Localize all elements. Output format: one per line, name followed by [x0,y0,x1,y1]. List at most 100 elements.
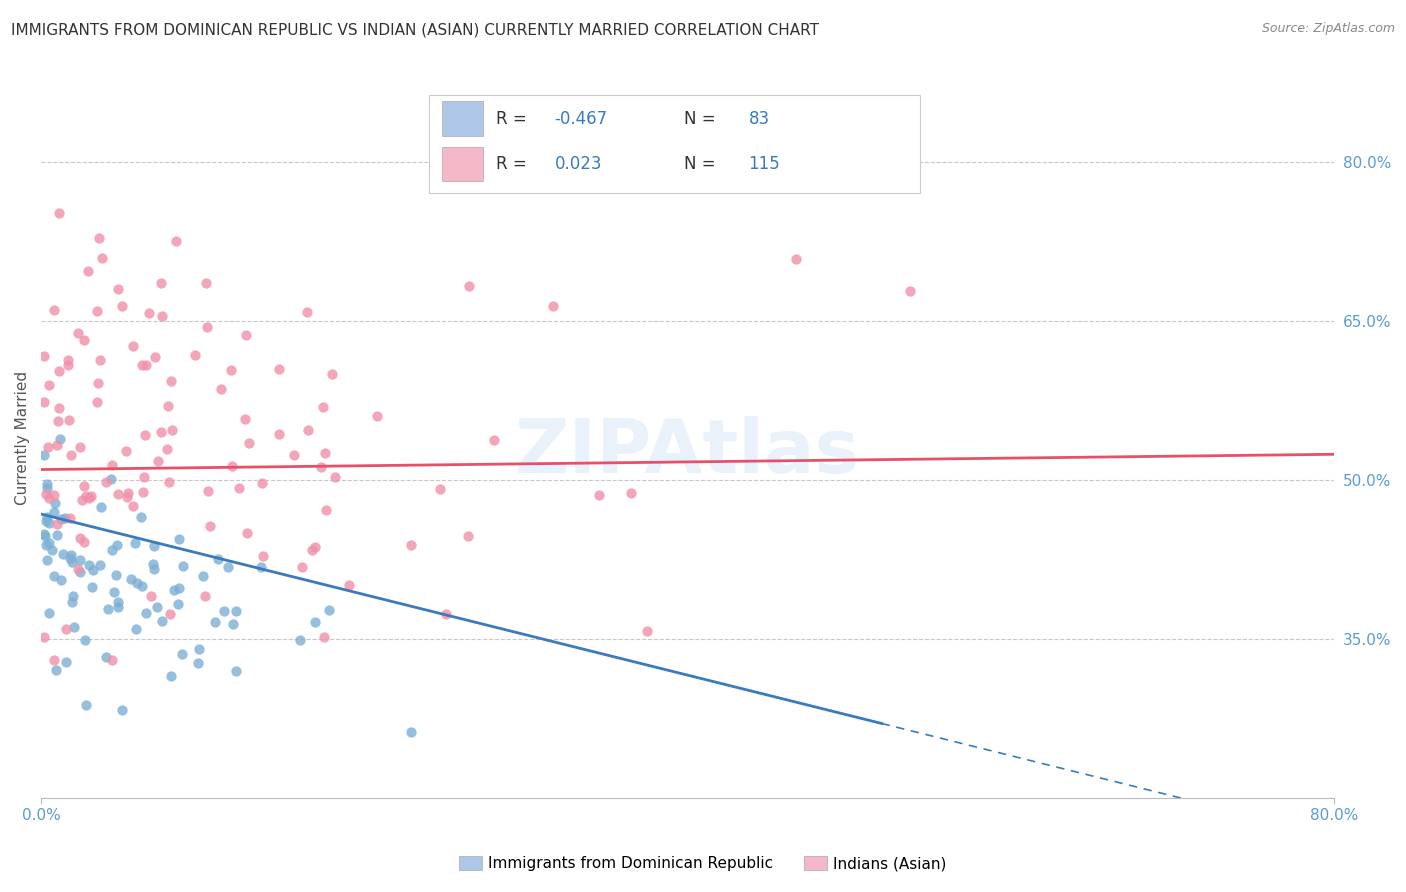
Text: N =: N = [683,110,716,128]
Point [38,377,60,392]
Point [122,499,145,513]
Point [45,528,67,542]
Point [169,532,191,546]
Point [148,454,170,468]
Point [52,547,75,561]
Point [225,604,247,618]
Point [56,358,79,372]
Point [37,509,59,524]
Point [482,434,505,448]
Point [145,599,167,614]
Point [79,558,101,573]
Point [58,551,80,566]
Point [304,540,326,554]
Point [898,284,921,298]
Point [125,575,148,590]
Point [233,412,256,426]
Text: ZIPAtlas: ZIPAtlas [515,416,860,489]
Point [60,555,83,569]
Legend: Immigrants from Dominican Republic, Indians (Asian): Immigrants from Dominican Republic, Indi… [453,850,953,877]
Point [46,438,69,452]
Point [138,306,160,320]
Point [63,620,86,634]
Point [107,599,129,614]
Point [315,502,337,516]
Point [45,664,67,678]
Point [124,536,146,550]
Point [38,516,60,530]
Point [34,349,56,363]
Text: 0.023: 0.023 [554,155,602,173]
Point [434,607,457,621]
Point [198,519,221,533]
Point [107,282,129,296]
Point [283,448,305,462]
Point [159,607,181,621]
Point [366,409,388,423]
Point [69,552,91,566]
Point [42,488,65,502]
Point [42,569,65,583]
Point [75,698,97,712]
Text: 83: 83 [748,110,769,128]
Point [38,535,60,549]
Point [188,642,211,657]
Point [160,374,183,388]
Point [295,305,318,319]
Point [62,589,84,603]
Point [86,395,108,409]
Point [163,582,186,597]
Point [37,440,59,454]
Point [97,601,120,615]
Point [34,529,56,543]
Point [141,589,163,603]
Point [194,589,217,603]
Point [34,527,56,541]
Point [82,564,104,578]
Point [35,514,58,528]
Point [457,529,479,543]
Point [195,320,218,334]
Point [312,401,335,415]
Point [55,655,77,669]
Point [142,561,165,575]
Point [129,510,152,524]
Point [46,517,69,532]
Point [131,579,153,593]
Point [100,472,122,486]
Point [96,650,118,665]
Point [166,597,188,611]
Point [44,653,66,667]
Point [35,476,58,491]
Point [90,251,112,265]
Point [207,552,229,566]
Point [53,510,76,524]
Point [69,565,91,579]
Point [131,358,153,372]
Point [41,543,63,558]
Point [235,328,257,343]
Point [58,353,80,368]
Text: -0.467: -0.467 [554,110,607,128]
Point [35,487,58,501]
Point [135,607,157,621]
Point [543,299,565,313]
Point [89,558,111,572]
Text: N =: N = [683,155,716,173]
Point [142,557,165,571]
Point [636,624,658,639]
Point [59,511,82,525]
Point [79,490,101,504]
Point [34,448,56,462]
Point [101,653,124,667]
Text: IMMIGRANTS FROM DOMINICAN REPUBLIC VS INDIAN (ASIAN) CURRENTLY MARRIED CORRELATI: IMMIGRANTS FROM DOMINICAN REPUBLIC VS IN… [11,22,820,37]
Point [297,424,319,438]
Point [104,568,127,582]
Point [184,348,207,362]
Point [250,559,273,574]
Point [195,276,218,290]
Point [252,549,274,563]
Point [73,534,96,549]
Point [314,446,336,460]
Point [66,326,89,340]
